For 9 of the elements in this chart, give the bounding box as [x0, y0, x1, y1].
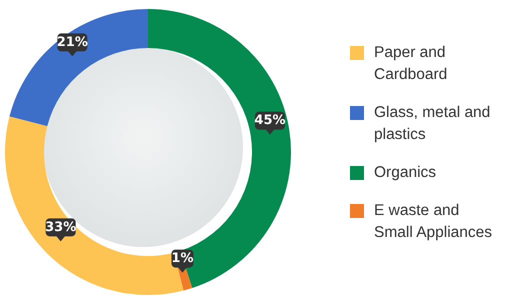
donut-slice [148, 9, 291, 288]
data-label: 45% [254, 113, 286, 128]
legend-label: Organics [374, 163, 438, 183]
data-label: 21% [56, 34, 88, 50]
data-label: 1% [171, 251, 194, 266]
donut-slice [9, 9, 148, 126]
legend-label: Glass, metal and plastics [374, 103, 492, 145]
legend-label: Paper and Cardboard [374, 43, 448, 85]
legend-label: E waste and Small Appliances [374, 201, 494, 243]
